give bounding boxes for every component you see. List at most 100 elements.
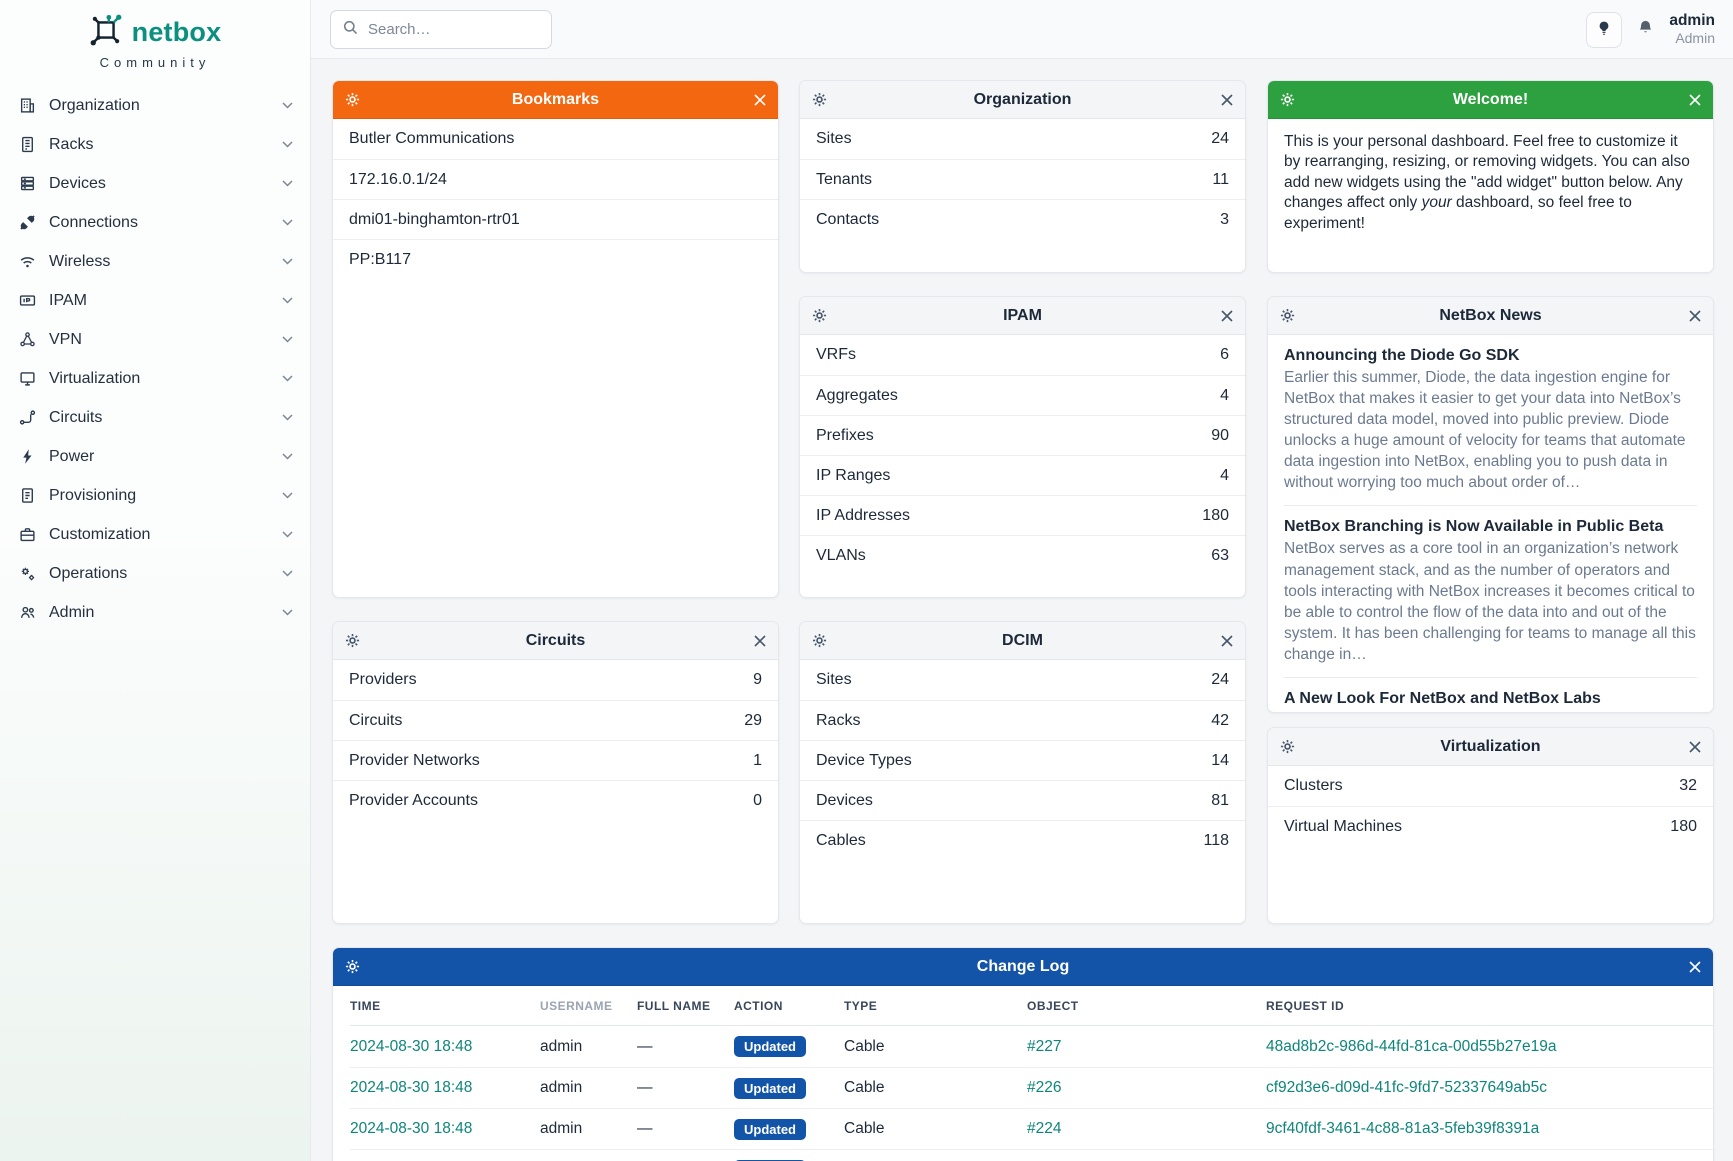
stat-value: 180 (1202, 506, 1229, 524)
news-item-title[interactable]: Announcing the Diode Go SDK (1284, 347, 1520, 364)
close-icon[interactable] (754, 634, 766, 647)
close-icon[interactable] (754, 93, 766, 106)
notifications-button[interactable] (1637, 19, 1654, 41)
stat-label[interactable]: VLANs (816, 546, 866, 564)
stat-label[interactable]: Prefixes (816, 426, 874, 444)
search-box (330, 10, 552, 49)
action-badge: Updated (734, 1036, 806, 1057)
stat-label[interactable]: Clusters (1284, 777, 1343, 794)
change-request-id-link[interactable]: cf92d3e6-d09d-41fc-9fd7-52337649ab5c (1266, 1079, 1547, 1096)
stat-list: VRFs 6 Aggregates 4 Prefixes 90 IP Range… (800, 335, 1245, 575)
gear-icon[interactable] (812, 92, 827, 107)
sidebar-nav-item[interactable]: Connections (0, 203, 310, 242)
bookmark-link[interactable]: dmi01-binghamton-rtr01 (349, 210, 520, 228)
sidebar-nav-item[interactable]: Virtualization (0, 359, 310, 398)
chevron-down-icon (282, 258, 293, 265)
close-icon[interactable] (1689, 309, 1701, 322)
stat-label[interactable]: Devices (816, 791, 873, 809)
stat-label[interactable]: Virtual Machines (1284, 817, 1402, 835)
stat-label[interactable]: Aggregates (816, 386, 898, 404)
close-icon[interactable] (1221, 93, 1233, 106)
stat-value: 3 (1220, 210, 1229, 228)
sidebar-nav-item[interactable]: Customization (0, 515, 310, 554)
stat-row: Virtual Machines 180 (1268, 806, 1713, 846)
sidebar-nav-item[interactable]: Circuits (0, 398, 310, 437)
user-menu[interactable]: admin Admin (1669, 12, 1715, 47)
sidebar-nav-label: Wireless (49, 252, 111, 270)
change-object-link[interactable]: #227 (1027, 1037, 1062, 1055)
stat-label[interactable]: Tenants (816, 170, 873, 188)
theme-toggle-button[interactable] (1586, 11, 1623, 48)
stat-label[interactable]: Provider Accounts (349, 791, 478, 809)
stat-list: Clusters 32 Virtual Machines 180 (1268, 766, 1713, 846)
news-item-title[interactable]: A New Look For NetBox and NetBox Labs (1284, 689, 1601, 707)
change-object-link[interactable]: #226 (1027, 1079, 1062, 1096)
change-time-link[interactable]: 2024-08-30 18:48 (350, 1120, 473, 1137)
sidebar-nav-label: Organization (49, 96, 140, 114)
change-request-id-link[interactable]: 9cf40fdf-3461-4c88-81a3-5feb39f8391a (1266, 1120, 1540, 1137)
close-icon[interactable] (1221, 634, 1233, 647)
bookmark-link[interactable]: 172.16.0.1/24 (349, 170, 447, 188)
close-icon[interactable] (1221, 309, 1233, 322)
news-item-body: NetBox serves as a core tool in an organ… (1284, 540, 1696, 663)
search-input[interactable] (368, 21, 528, 38)
sidebar-nav-item[interactable]: Admin (0, 593, 310, 632)
gear-icon[interactable] (1280, 308, 1295, 323)
chevron-down-icon (282, 102, 293, 109)
widget-virtualization-header: Virtualization (1268, 728, 1713, 766)
stat-label[interactable]: Sites (816, 671, 852, 688)
sidebar-nav-label: Provisioning (49, 486, 137, 504)
change-time-link[interactable]: 2024-08-30 18:48 (350, 1079, 473, 1096)
stat-label[interactable]: Providers (349, 671, 417, 688)
stat-label[interactable]: IP Addresses (816, 506, 910, 524)
sidebar-nav-item[interactable]: Wireless (0, 242, 310, 281)
news-list: Announcing the Diode Go SDK Earlier this… (1268, 335, 1713, 712)
sidebar-nav-item[interactable]: Racks (0, 125, 310, 164)
column-header: OBJECT (1027, 998, 1079, 1013)
sidebar-nav-item[interactable]: IPAM (0, 281, 310, 320)
gear-icon[interactable] (345, 92, 360, 107)
change-log-row: 2024-08-30 18:48 admin — Updated Cable #… (350, 1026, 1713, 1067)
gear-icon[interactable] (1280, 92, 1295, 107)
sidebar-nav-item[interactable]: Provisioning (0, 476, 310, 515)
sidebar-nav-item[interactable]: Organization (0, 86, 310, 125)
gear-icon[interactable] (1280, 739, 1295, 754)
close-icon[interactable] (1689, 93, 1701, 106)
gear-icon[interactable] (345, 959, 360, 974)
stat-label[interactable]: Sites (816, 130, 852, 147)
sidebar-nav-item[interactable]: Devices (0, 164, 310, 203)
stat-label[interactable]: Circuits (349, 711, 403, 729)
change-object-link[interactable]: #224 (1027, 1120, 1062, 1137)
gear-icon[interactable] (345, 633, 360, 648)
bell-icon (1637, 19, 1654, 41)
change-time-link[interactable]: 2024-08-30 18:48 (350, 1037, 473, 1055)
brand-logo[interactable]: netbox Community (0, 0, 310, 70)
topbar-actions: admin Admin (1586, 0, 1715, 59)
close-icon[interactable] (1689, 740, 1701, 753)
stat-label[interactable]: IP Ranges (816, 466, 891, 484)
widget-change-log-header: Change Log (333, 948, 1713, 986)
change-request-id-link[interactable]: 48ad8b2c-986d-44fd-81ca-00d55b27e19a (1266, 1037, 1557, 1055)
bookmark-link[interactable]: PP:B117 (349, 250, 411, 268)
sidebar-nav-item[interactable]: VPN (0, 320, 310, 359)
close-icon[interactable] (1689, 960, 1701, 973)
gear-icon[interactable] (812, 308, 827, 323)
stat-label[interactable]: Device Types (816, 751, 912, 769)
bookmark-link[interactable]: Butler Communications (349, 130, 515, 147)
widget-title: Virtualization (1440, 737, 1541, 755)
stat-label[interactable]: Cables (816, 831, 866, 849)
action-badge: Updated (734, 1077, 806, 1099)
news-item-title[interactable]: NetBox Branching is Now Available in Pub… (1284, 518, 1664, 536)
stat-label[interactable]: Provider Networks (349, 751, 480, 769)
stat-label[interactable]: VRFs (816, 346, 856, 363)
stat-label[interactable]: Racks (816, 711, 861, 729)
gear-icon[interactable] (812, 633, 827, 648)
plug-icon (19, 214, 36, 231)
stat-label[interactable]: Contacts (816, 210, 880, 228)
chevron-down-icon (282, 180, 293, 187)
sidebar-nav-item[interactable]: Power (0, 437, 310, 476)
sidebar-nav-item[interactable]: Operations (0, 554, 310, 593)
chevron-down-icon (282, 531, 293, 538)
stat-value: 6 (1220, 346, 1229, 363)
